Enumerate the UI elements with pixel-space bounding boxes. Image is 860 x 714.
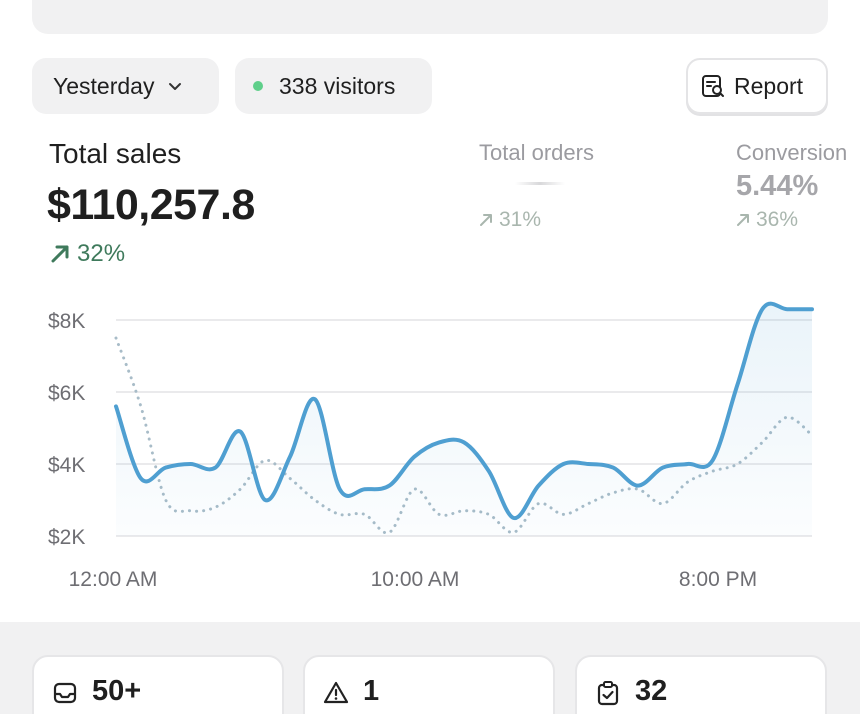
report-search-icon <box>700 73 726 99</box>
sales-data-point <box>263 498 267 502</box>
sales-data-point <box>810 307 814 311</box>
live-visitors-pill[interactable]: 338 visitors <box>235 58 432 114</box>
total-sales-change: 32% <box>49 240 125 268</box>
arrow-up-right-icon <box>479 213 493 227</box>
sales-series-line <box>114 301 814 520</box>
sales-data-point <box>189 462 193 466</box>
stat-card-tasks[interactable]: 32 <box>575 655 827 714</box>
total-sales-change-value: 32% <box>77 240 126 267</box>
sales-data-point <box>711 458 715 462</box>
stat-card-value: 50+ <box>92 675 142 707</box>
sales-data-point <box>313 397 317 401</box>
stat-card-value: 32 <box>635 675 668 707</box>
x-tick-label: 8:00 PM <box>679 568 757 591</box>
y-tick-label: $8K <box>48 310 85 333</box>
sales-data-point <box>537 484 541 488</box>
sales-data-point <box>363 487 367 491</box>
series-area <box>116 303 812 536</box>
comparison-data-point <box>114 336 118 340</box>
sales-line-chart: $8K $6K $4K $2K 12:00 AM 10:00 AM 8:00 PM <box>48 301 814 591</box>
sales-data-point <box>686 462 690 466</box>
stat-card-inbox[interactable]: 50+ <box>32 655 284 714</box>
sales-data-point <box>139 476 143 480</box>
sales-data-point <box>238 430 242 434</box>
conversion-value: 5.44% <box>736 170 819 202</box>
visitors-label: 338 visitors <box>279 72 396 99</box>
stat-card-value: 1 <box>363 675 380 707</box>
sales-data-point <box>611 466 615 470</box>
y-tick-label: $2K <box>48 526 85 549</box>
sales-data-point <box>387 484 391 488</box>
live-status-dot <box>253 81 263 91</box>
sales-data-point <box>437 440 441 444</box>
x-tick-label: 12:00 AM <box>69 568 158 591</box>
alert-triangle-icon <box>323 680 349 706</box>
total-orders-change: 31% <box>479 208 541 232</box>
x-tick-label: 10:00 AM <box>371 568 460 591</box>
sales-data-point <box>512 516 516 520</box>
clipboard-check-icon <box>595 680 621 706</box>
total-sales-value: $110,257.8 <box>47 181 255 229</box>
date-filter-dropdown[interactable]: Yesterday <box>32 58 219 114</box>
top-card <box>32 0 828 34</box>
conversion-change-value: 36% <box>756 208 799 231</box>
inbox-icon <box>52 680 78 706</box>
date-filter-label: Yesterday <box>53 72 155 99</box>
sales-data-point <box>785 307 789 311</box>
sales-data-point <box>636 484 640 488</box>
sales-data-point <box>735 383 739 387</box>
arrow-up-right-icon <box>736 213 750 227</box>
sales-data-point <box>412 455 416 459</box>
total-orders-change-value: 31% <box>499 208 542 231</box>
report-button-label: Report <box>734 72 804 99</box>
comparison-data-point <box>263 458 267 462</box>
total-orders-title: Total orders <box>479 140 594 165</box>
sales-data-point <box>164 466 168 470</box>
y-tick-label: $6K <box>48 382 85 405</box>
stat-card-alerts[interactable]: 1 <box>303 655 555 714</box>
conversion-title: Conversion <box>736 140 848 165</box>
sales-data-point <box>288 455 292 459</box>
sales-data-point <box>586 462 590 466</box>
sales-data-point <box>561 462 565 466</box>
sales-data-point <box>462 440 466 444</box>
sales-data-point <box>661 466 665 470</box>
comparison-data-point <box>139 404 143 408</box>
y-tick-label: $4K <box>48 454 85 477</box>
sales-data-point <box>114 404 118 408</box>
sales-data-point <box>338 487 342 491</box>
report-button[interactable]: Report <box>686 58 828 114</box>
sales-data-point <box>487 469 491 473</box>
chevron-down-icon <box>166 77 184 95</box>
total-orders-value-placeholder <box>515 182 565 185</box>
sales-data-point <box>213 466 217 470</box>
arrow-up-right-icon <box>49 243 71 265</box>
conversion-change: 36% <box>736 208 798 232</box>
total-sales-title: Total sales <box>49 138 182 169</box>
sales-data-point <box>760 307 764 311</box>
